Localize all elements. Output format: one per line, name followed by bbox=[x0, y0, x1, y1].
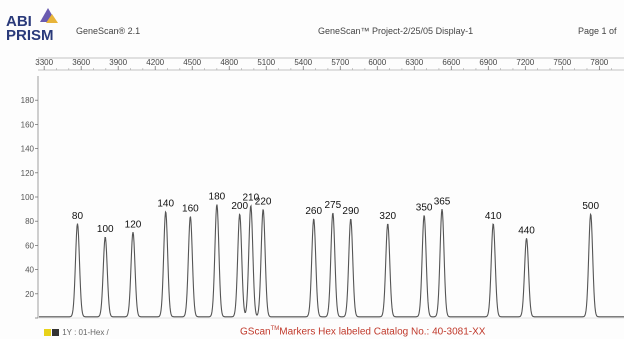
catalog-rest: Markers Hex labeled Catalog No.: 40-3081… bbox=[279, 326, 486, 338]
peak-label: 220 bbox=[255, 196, 272, 207]
peak-label: 260 bbox=[305, 206, 322, 217]
y-tick-label: 120 bbox=[21, 169, 35, 178]
x-tick-label: 3300 bbox=[35, 58, 53, 67]
x-tick-label: 3900 bbox=[109, 58, 127, 67]
trace-line bbox=[39, 204, 624, 318]
peak-label: 140 bbox=[157, 199, 174, 210]
y-tick-label: 160 bbox=[21, 120, 35, 129]
x-tick-label: 7500 bbox=[553, 58, 571, 67]
catalog-prefix: GScan bbox=[240, 326, 271, 338]
x-tick-label: 5700 bbox=[331, 58, 349, 67]
yellow-swatch-icon bbox=[44, 329, 51, 336]
x-tick-label: 6600 bbox=[442, 58, 460, 67]
peak-label: 100 bbox=[97, 224, 114, 235]
peak-label: 290 bbox=[342, 206, 359, 217]
dark-swatch-icon bbox=[52, 329, 59, 336]
peak-label: 320 bbox=[379, 211, 396, 222]
peak-label: 275 bbox=[325, 200, 342, 211]
x-tick-label: 4200 bbox=[146, 58, 164, 67]
x-tick-label: 7200 bbox=[516, 58, 534, 67]
peak-label: 80 bbox=[72, 211, 84, 222]
y-tick-label: 80 bbox=[25, 217, 34, 226]
peak-label: 180 bbox=[209, 191, 226, 202]
peak-label: 440 bbox=[518, 225, 535, 236]
peak-label: 410 bbox=[485, 211, 502, 222]
y-tick-label: 100 bbox=[21, 193, 35, 202]
peak-label: 210 bbox=[242, 193, 259, 204]
x-tick-label: 6300 bbox=[405, 58, 423, 67]
catalog-trademark: TM bbox=[270, 326, 280, 332]
logo-text-abi: ABI bbox=[6, 13, 32, 30]
trace-label: 1Y : 01-Hex / bbox=[62, 328, 109, 337]
prism-logo-inner-triangle bbox=[46, 14, 58, 23]
x-tick-label: 7800 bbox=[590, 58, 608, 67]
abi-prism-logo: ABI PRISM bbox=[6, 6, 66, 50]
y-tick-label: 40 bbox=[25, 266, 34, 275]
y-tick-label: 180 bbox=[21, 96, 35, 105]
x-tick-label: 5400 bbox=[294, 58, 312, 67]
x-tick-label: 4800 bbox=[220, 58, 238, 67]
peak-label: 200 bbox=[231, 201, 248, 212]
x-tick-label: 4500 bbox=[183, 58, 201, 67]
peak-label: 500 bbox=[582, 201, 599, 212]
peak-label: 350 bbox=[416, 202, 433, 213]
page-number: Page 1 of bbox=[578, 26, 617, 36]
x-tick-label: 6000 bbox=[368, 58, 386, 67]
logo-text-prism: PRISM bbox=[6, 27, 54, 44]
y-tick-label: 20 bbox=[25, 290, 34, 299]
peak-label: 120 bbox=[125, 219, 142, 230]
app-version-label: GeneScan® 2.1 bbox=[76, 26, 141, 36]
y-tick-label: 140 bbox=[21, 145, 35, 154]
peak-label: 365 bbox=[434, 196, 451, 207]
x-tick-label: 5100 bbox=[257, 58, 275, 67]
project-title: GeneScan™ Project-2/25/05 Display-1 bbox=[318, 26, 474, 36]
x-tick-label: 6900 bbox=[479, 58, 497, 67]
trace-legend: 1Y : 01-Hex / bbox=[44, 328, 109, 337]
peak-label: 160 bbox=[182, 204, 199, 215]
catalog-caption: GScanTMMarkers Hex labeled Catalog No.: … bbox=[240, 326, 485, 337]
x-tick-label: 3600 bbox=[72, 58, 90, 67]
y-tick-label: 60 bbox=[25, 241, 34, 250]
